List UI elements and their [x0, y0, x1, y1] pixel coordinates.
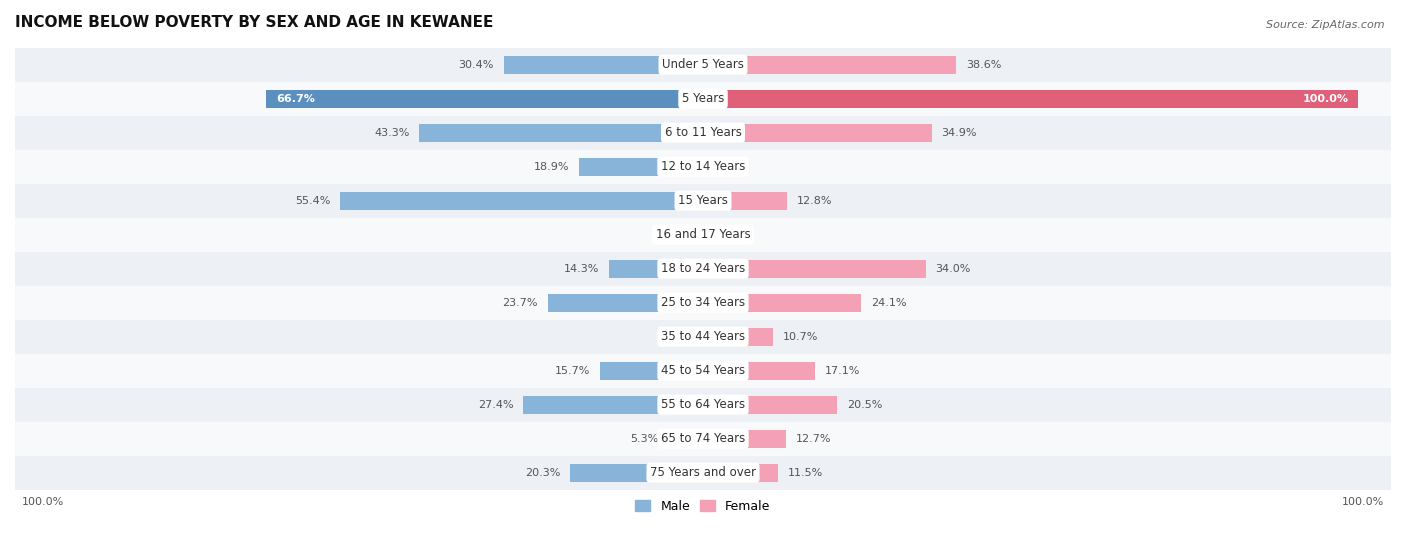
Text: Under 5 Years: Under 5 Years — [662, 58, 744, 71]
Bar — [503, 56, 703, 74]
Text: 35 to 44 Years: 35 to 44 Years — [661, 330, 745, 343]
Text: 12 to 14 Years: 12 to 14 Years — [661, 160, 745, 173]
Bar — [703, 328, 773, 345]
Bar — [0, 421, 1406, 456]
Text: 27.4%: 27.4% — [478, 400, 513, 410]
Bar — [703, 56, 956, 74]
Bar — [579, 158, 703, 176]
Text: 24.1%: 24.1% — [870, 298, 907, 307]
Text: 15 Years: 15 Years — [678, 194, 728, 207]
Bar — [703, 464, 779, 481]
Bar — [419, 124, 703, 141]
Text: 55 to 64 Years: 55 to 64 Years — [661, 398, 745, 411]
Text: 15.7%: 15.7% — [555, 366, 591, 376]
Text: 25 to 34 Years: 25 to 34 Years — [661, 296, 745, 309]
Text: 23.7%: 23.7% — [502, 298, 538, 307]
Text: 6 to 11 Years: 6 to 11 Years — [665, 126, 741, 139]
Text: 5 Years: 5 Years — [682, 92, 724, 105]
Bar — [703, 124, 932, 141]
Bar — [668, 430, 703, 448]
Text: 14.3%: 14.3% — [564, 264, 599, 274]
Bar — [609, 260, 703, 277]
Bar — [703, 260, 925, 277]
Text: 43.3%: 43.3% — [374, 127, 409, 138]
Bar — [703, 430, 786, 448]
Text: 10.7%: 10.7% — [783, 331, 818, 342]
Text: 18.9%: 18.9% — [534, 162, 569, 172]
Text: Source: ZipAtlas.com: Source: ZipAtlas.com — [1267, 20, 1385, 30]
Text: 30.4%: 30.4% — [458, 60, 494, 70]
Bar — [703, 90, 1358, 107]
Text: 55.4%: 55.4% — [295, 196, 330, 206]
Text: 75 Years and over: 75 Years and over — [650, 466, 756, 479]
Bar — [548, 294, 703, 311]
Text: 11.5%: 11.5% — [789, 468, 824, 478]
Bar — [703, 362, 815, 380]
Text: 0.0%: 0.0% — [716, 230, 744, 240]
Bar — [523, 396, 703, 414]
Bar — [0, 217, 1406, 252]
Text: 5.3%: 5.3% — [630, 434, 658, 444]
Bar — [703, 192, 787, 210]
Bar — [0, 184, 1406, 217]
Text: 12.8%: 12.8% — [797, 196, 832, 206]
Text: 12.7%: 12.7% — [796, 434, 831, 444]
Bar — [0, 354, 1406, 388]
Text: 100.0%: 100.0% — [21, 497, 63, 507]
Bar — [0, 286, 1406, 320]
Text: 18 to 24 Years: 18 to 24 Years — [661, 262, 745, 275]
Text: 66.7%: 66.7% — [276, 94, 315, 103]
Bar — [0, 252, 1406, 286]
Text: 38.6%: 38.6% — [966, 60, 1001, 70]
Text: 45 to 54 Years: 45 to 54 Years — [661, 364, 745, 377]
Bar — [0, 456, 1406, 490]
Bar — [266, 90, 703, 107]
Bar — [703, 294, 860, 311]
Bar — [0, 150, 1406, 184]
Text: 34.9%: 34.9% — [942, 127, 977, 138]
Text: 16 and 17 Years: 16 and 17 Years — [655, 228, 751, 241]
Legend: Male, Female: Male, Female — [630, 495, 776, 518]
Text: 20.5%: 20.5% — [848, 400, 883, 410]
Bar — [0, 82, 1406, 116]
Bar — [340, 192, 703, 210]
Text: 0.0%: 0.0% — [662, 230, 690, 240]
Text: 17.1%: 17.1% — [825, 366, 860, 376]
Bar — [569, 464, 703, 481]
Bar — [703, 396, 838, 414]
Text: 0.0%: 0.0% — [716, 162, 744, 172]
Bar — [600, 362, 703, 380]
Text: 65 to 74 Years: 65 to 74 Years — [661, 432, 745, 445]
Text: 34.0%: 34.0% — [935, 264, 972, 274]
Text: 100.0%: 100.0% — [1343, 497, 1385, 507]
Bar — [0, 48, 1406, 82]
Text: INCOME BELOW POVERTY BY SEX AND AGE IN KEWANEE: INCOME BELOW POVERTY BY SEX AND AGE IN K… — [15, 15, 494, 30]
Text: 0.0%: 0.0% — [662, 331, 690, 342]
Text: 20.3%: 20.3% — [524, 468, 560, 478]
Bar — [0, 116, 1406, 150]
Bar — [0, 388, 1406, 421]
Text: 100.0%: 100.0% — [1302, 94, 1348, 103]
Bar — [0, 320, 1406, 354]
